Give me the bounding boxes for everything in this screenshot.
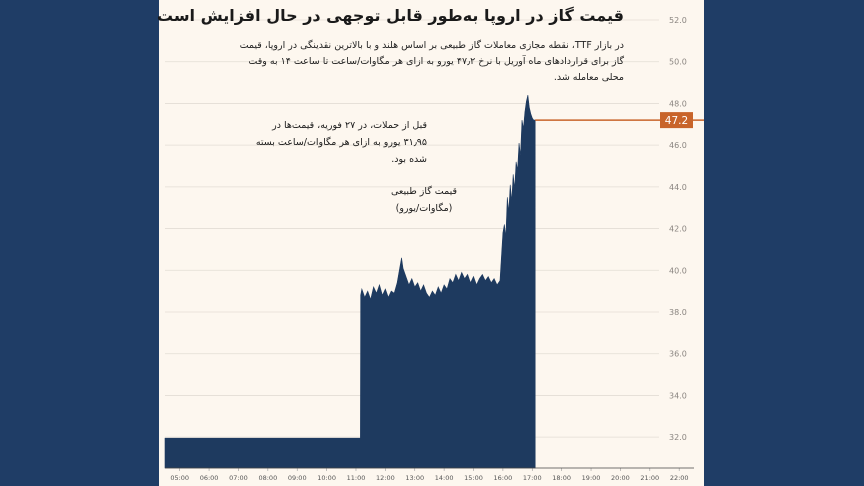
- x-tick-label: 15:00: [464, 474, 483, 482]
- y-tick-label: 50.0: [669, 58, 687, 67]
- series-label: قیمت گاز طبیعی (مگاوات/یورو): [369, 183, 479, 217]
- price-area: [164, 95, 536, 469]
- y-tick-label: 46.0: [669, 141, 687, 150]
- x-tick-label: 12:00: [376, 474, 395, 482]
- y-tick-label: 48.0: [669, 99, 687, 108]
- y-tick-label: 44.0: [669, 183, 687, 192]
- price-area-series: [164, 95, 536, 469]
- x-tick-label: 09:00: [288, 474, 307, 482]
- x-tick-label: 22:00: [670, 474, 689, 482]
- series-label-line2: (مگاوات/یورو): [395, 203, 453, 214]
- series-label-line1: قیمت گاز طبیعی: [390, 186, 458, 197]
- last-value-label: 47.2: [665, 115, 688, 127]
- x-tick-label: 21:00: [640, 474, 659, 482]
- y-tick-label: 34.0: [669, 391, 687, 400]
- x-tick-label: 06:00: [200, 474, 219, 482]
- y-tick-label: 38.0: [669, 308, 687, 317]
- x-tick-label: 11:00: [347, 474, 366, 482]
- x-tick-label: 10:00: [317, 474, 336, 482]
- y-tick-label: 32.0: [669, 433, 687, 442]
- x-tick-label: 16:00: [494, 474, 513, 482]
- x-tick-label: 19:00: [582, 474, 601, 482]
- chart-plot: 32.0 34.0 36.0 38.0 40.0 42.0 44.0 46.0 48.0 50.0…: [164, 16, 704, 482]
- y-tick-label: 42.0: [669, 225, 687, 234]
- chart-subtitle: در بازار TTF، نقطه مجازی معاملات گاز طبی…: [239, 40, 624, 83]
- x-tick-label: 13:00: [405, 474, 424, 482]
- y-tick-label: 52.0: [669, 16, 687, 25]
- grid-lines: [165, 19, 659, 438]
- y-tick-label: 40.0: [669, 266, 687, 275]
- x-tick-label: 18:00: [552, 474, 571, 482]
- axes: 32.0 34.0 36.0 38.0 40.0 42.0 44.0 46.0 48.0 50.0…: [165, 16, 704, 482]
- x-tick-label: 05:00: [170, 474, 189, 482]
- last-value-badge: [660, 112, 693, 129]
- x-tick-label: 20:00: [611, 474, 630, 482]
- x-tick-label: 17:00: [523, 474, 542, 482]
- pre-attack-note: قبل از حملات، در ۲۷ فوریه، قیمت‌ها در ۳۱…: [255, 120, 427, 165]
- chart-title: قیمت گاز در اروپا به‌طور قابل توجهی در ح…: [156, 6, 624, 25]
- chart-card: 32.0 34.0 36.0 38.0 40.0 42.0 44.0 46.0 48.0 50.0…: [156, 0, 704, 486]
- x-tick-label: 08:00: [258, 474, 277, 482]
- x-tick-label: 07:00: [229, 474, 248, 482]
- y-tick-label: 36.0: [669, 350, 687, 359]
- x-tick-label: 14:00: [435, 474, 454, 482]
